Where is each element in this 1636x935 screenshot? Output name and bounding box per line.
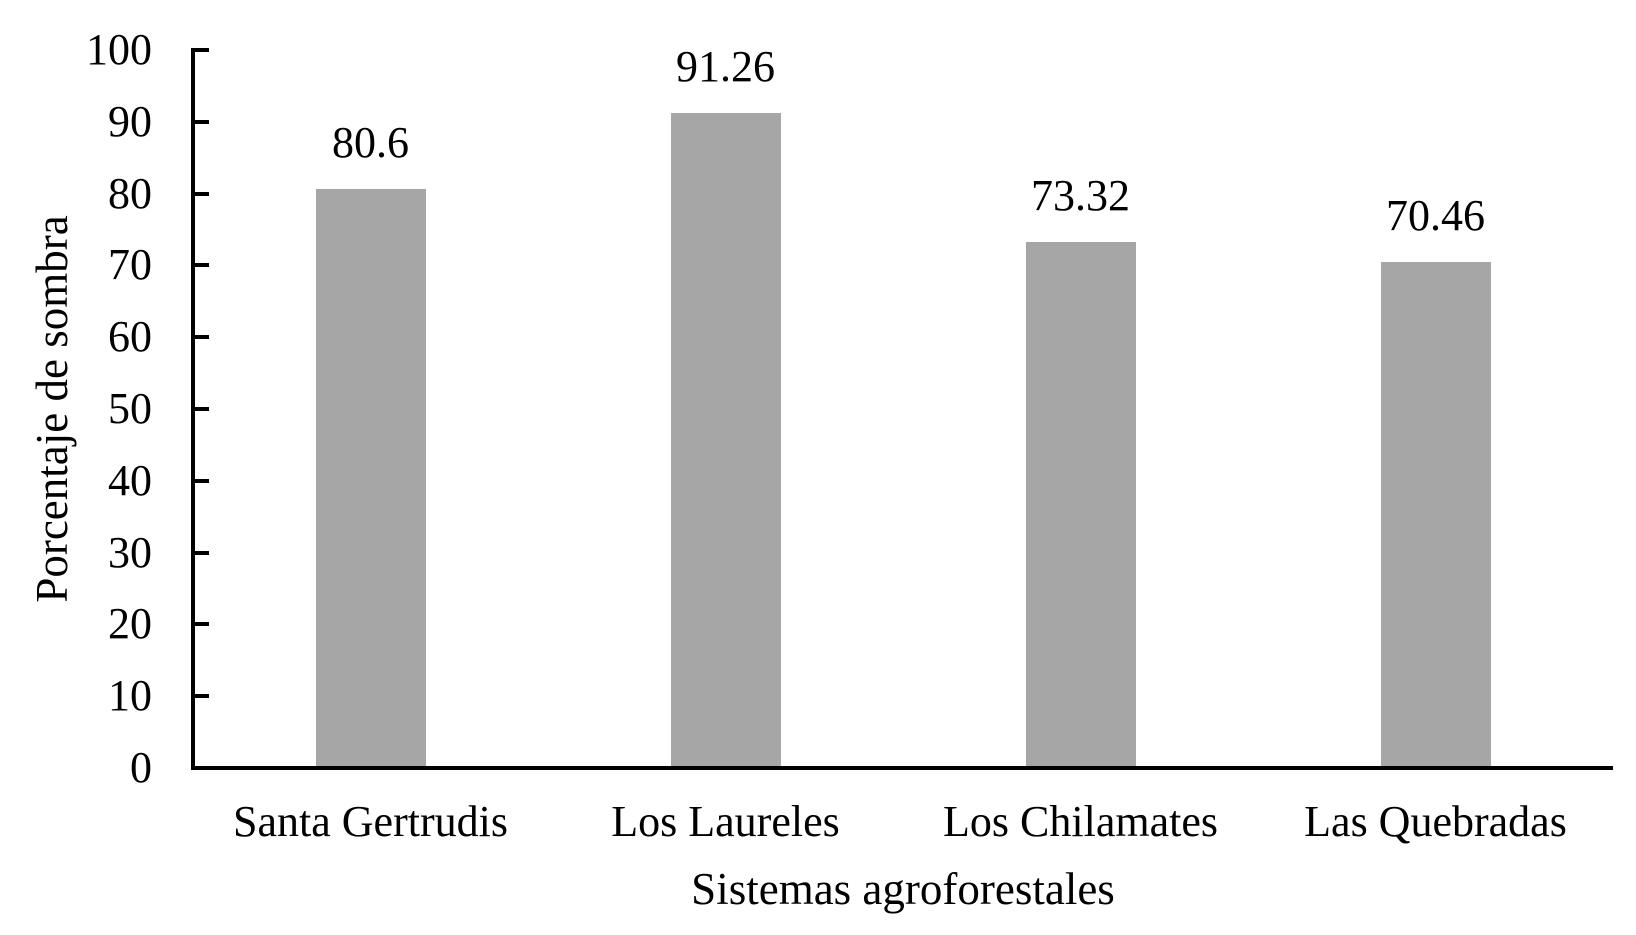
y-tick-mark (195, 48, 209, 52)
x-category-label: Las Quebradas (1304, 797, 1567, 846)
y-tick-mark (195, 191, 209, 196)
y-tick-mark (195, 478, 209, 483)
y-tick-mark (195, 407, 209, 411)
bar-value-label: 80.6 (332, 118, 409, 168)
x-axis-line (191, 766, 1613, 770)
bar-value-label: 73.32 (1031, 170, 1130, 220)
y-tick-mark (195, 335, 209, 340)
y-tick-label: 50 (108, 384, 152, 433)
y-tick-mark (195, 119, 209, 124)
bar (670, 112, 781, 766)
y-tick-mark (195, 550, 209, 555)
bar (315, 189, 426, 766)
y-tick-mark (195, 766, 209, 770)
y-tick-label: 60 (108, 312, 152, 362)
bar-value-label: 91.26 (676, 41, 775, 91)
y-axis-line (191, 48, 195, 770)
y-tick-label: 80 (108, 168, 152, 218)
y-tick-label: 70 (108, 240, 152, 290)
y-tick-label: 10 (108, 671, 152, 721)
bar (1025, 241, 1136, 766)
x-category-label: Los Chilamates (943, 797, 1218, 846)
y-tick-mark (195, 263, 209, 268)
x-axis-title: Sistemas agroforestales (691, 864, 1115, 914)
x-category-label: Santa Gertrudis (233, 797, 508, 846)
y-tick-label: 40 (108, 455, 152, 505)
y-tick-mark (195, 622, 209, 627)
y-tick-mark (195, 694, 209, 699)
bar-value-label: 70.46 (1386, 191, 1485, 241)
y-tick-label: 20 (108, 599, 152, 649)
y-tick-label: 90 (108, 96, 152, 146)
y-tick-label: 0 (130, 743, 152, 792)
x-category-label: Los Laureles (611, 797, 840, 846)
bar (1380, 262, 1491, 766)
y-tick-label: 30 (108, 527, 152, 577)
y-tick-label: 100 (86, 25, 152, 74)
